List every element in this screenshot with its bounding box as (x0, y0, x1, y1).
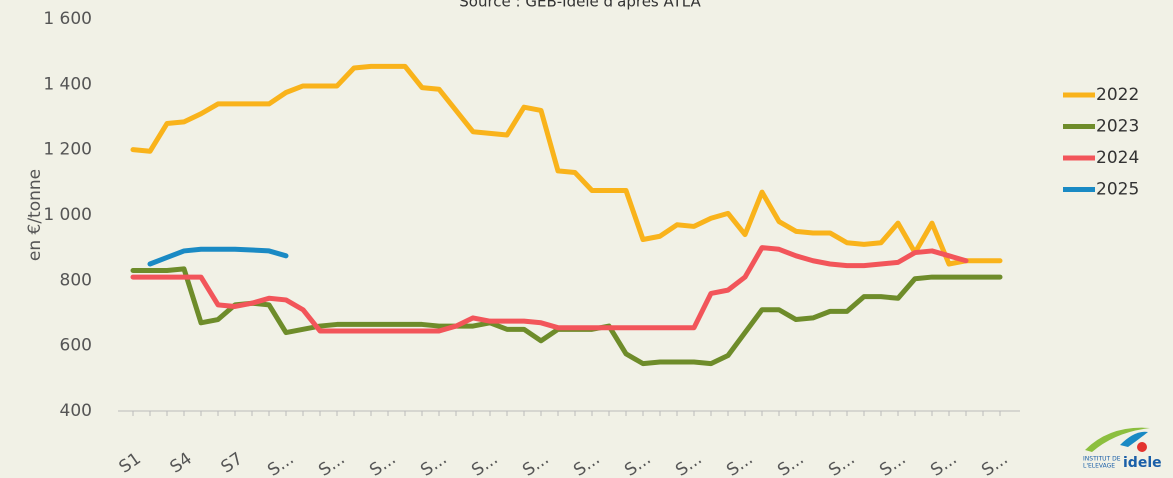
legend-label: 2024 (1096, 148, 1139, 168)
logo: INSTITUT DE L'ELEVAGE idele (1083, 427, 1162, 471)
y-tick-label: 1 600 (43, 9, 92, 29)
logo-dot (1137, 442, 1147, 452)
y-tick-label: 400 (60, 401, 92, 421)
legend-label: 2022 (1096, 85, 1139, 105)
y-tick-label: 1 400 (43, 74, 92, 94)
series-line (147, 246, 289, 267)
y-tick-label: 1 000 (43, 205, 92, 225)
logo-text: INSTITUT DE (1083, 456, 1121, 463)
chart-subtitle: Source : GEB-Idele d'après ATLA (459, 0, 701, 11)
series-line (130, 63, 1003, 267)
logo-swoosh (1085, 427, 1150, 452)
logo-name: idele (1123, 455, 1162, 471)
legend-label: 2023 (1096, 117, 1139, 137)
y-tick-label: 800 (60, 270, 92, 290)
logo-swoosh (1120, 431, 1148, 447)
legend-label: 2025 (1096, 180, 1139, 200)
y-tick-label: 600 (60, 336, 92, 356)
logo-text: L'ELEVAGE (1083, 463, 1115, 470)
y-tick-label: 1 200 (43, 140, 92, 160)
y-axis-label: en €/tonne (25, 169, 45, 261)
series-line (130, 245, 969, 334)
